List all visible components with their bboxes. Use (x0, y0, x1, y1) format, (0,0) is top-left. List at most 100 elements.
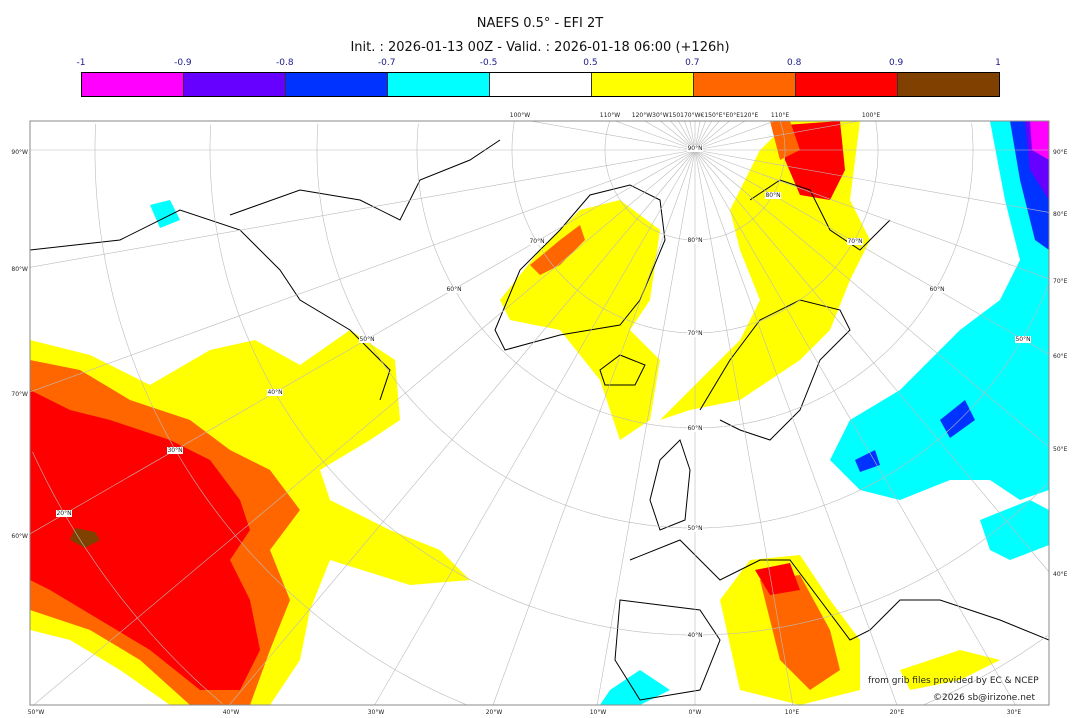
meridian-line (596, 149, 696, 705)
lat-label-bg (687, 525, 703, 532)
right-lon-label: 80°E (1053, 211, 1068, 218)
meridian-line (694, 149, 1049, 448)
region-brown-atlantic (70, 528, 100, 548)
meridian-line (374, 149, 696, 705)
meridian-line (30, 149, 696, 393)
bottom-lon-label: 20°W (486, 709, 503, 716)
legend-label: -0.5 (479, 58, 498, 68)
legend-swatch (694, 73, 796, 96)
lat-label: 60°N (446, 286, 461, 293)
left-lon-label: 70°W (11, 391, 28, 398)
lat-label-bg (267, 389, 283, 396)
map-subtitle: Init. : 2026-01-13 00Z - Valid. : 2026-0… (350, 40, 730, 55)
top-lon-label: 100°W (510, 112, 530, 119)
top-lon-label: 110°E (771, 112, 789, 119)
latitude-circle (94, 123, 1048, 705)
color-legend-bar (81, 72, 1000, 97)
right-lon-label: 60°E (1053, 353, 1068, 360)
meridian-line (694, 149, 1049, 355)
legend-label: -0.9 (174, 58, 192, 68)
meridian-line (229, 149, 696, 705)
meridian-line (694, 121, 746, 151)
meridian-line (694, 121, 860, 151)
bottom-lon-label: 10°W (590, 709, 607, 716)
meridian-line (694, 149, 898, 705)
legend-swatch (490, 73, 592, 96)
lat-label: 80°N (765, 192, 780, 199)
latitude-circle (511, 121, 879, 334)
lat-label-bg (446, 286, 462, 293)
legend-swatch (796, 73, 898, 96)
meridian-line (644, 121, 696, 151)
lat-label-bg (167, 447, 183, 454)
bottom-lon-label: 20°E (890, 709, 905, 716)
lat-label-bg (56, 510, 72, 517)
map-frame (29, 120, 1050, 706)
meridian-line (694, 149, 1016, 705)
source-credit: from grib files provided by EC & NCEP (868, 676, 1039, 686)
bottom-lon-label: 0°W (689, 709, 702, 716)
region-red-arctic (785, 121, 845, 200)
region-blue-patch (940, 400, 975, 438)
meridian-line (492, 149, 696, 705)
legend-swatch (592, 73, 694, 96)
copyright-credit: ©2026 sb@irizone.net (933, 693, 1035, 703)
lat-label-bg (687, 145, 703, 152)
lat-label: 20°N (56, 510, 71, 517)
left-lon-label: 60°W (11, 533, 28, 540)
meridian-line (694, 149, 794, 705)
meridian-line (615, 121, 696, 151)
bottom-lon-label: 30°E (1007, 709, 1022, 716)
lat-label: 80°N (687, 237, 702, 244)
region-cyan-east (980, 500, 1049, 560)
latitude-circle (32, 451, 223, 704)
meridian-line (30, 149, 696, 268)
legend-swatch (184, 73, 286, 96)
region-cyan-iberia (600, 670, 670, 705)
map-title: NAEFS 0.5° - EFI 2T (476, 16, 604, 31)
legend-swatch (898, 73, 999, 96)
bottom-lon-label: 40°W (223, 709, 240, 716)
latitude-circle (416, 123, 974, 429)
region-red-italy (755, 563, 800, 595)
lat-label: 30°N (167, 447, 182, 454)
meridian-line (530, 121, 696, 151)
lat-label-bg (687, 632, 703, 639)
region-yellow-balkans (900, 650, 1000, 690)
top-lon-label: 110°W (600, 112, 620, 119)
region-cyan-russia (830, 121, 1049, 500)
graticule-labels: 90°W 80°W 70°W 60°W 50°W 40°W 30°W 20°W 10°W 0°W 1… (11, 112, 1067, 716)
legend-label: -0.7 (377, 58, 396, 68)
top-lon-label: 100°E (862, 112, 880, 119)
top-lon-label: 120°W30°W150170°W€150°E°E0°E120°E (632, 112, 759, 119)
meridian-line (694, 149, 1049, 213)
legend-label: 0.8 (787, 58, 802, 68)
coastlines (30, 139, 1049, 701)
lat-label-bg (687, 425, 703, 432)
lat-label: 70°N (847, 238, 862, 245)
lat-label: 70°N (687, 330, 702, 337)
right-lon-label: 40°E (1053, 571, 1068, 578)
latitude-circle (604, 121, 786, 241)
lat-label-bg (359, 336, 375, 343)
region-blue-patch-2 (855, 450, 880, 472)
meridian-line (33, 149, 696, 705)
lat-label-bg (765, 192, 781, 199)
bottom-lon-label: 30°W (368, 709, 385, 716)
legend-swatch (82, 73, 184, 96)
left-lon-label: 90°W (11, 149, 28, 156)
legend-label: 1 (995, 58, 1001, 68)
lat-label: 40°N (267, 389, 282, 396)
lat-label: 70°N (529, 238, 544, 245)
lat-label-bg (529, 238, 545, 245)
right-lon-label: 50°E (1053, 446, 1068, 453)
region-orange-italy (760, 575, 840, 690)
legend-label: -1 (76, 58, 86, 68)
lat-label-bg (687, 237, 703, 244)
legend-label: -0.8 (275, 58, 294, 68)
lat-label: 90°N (687, 145, 702, 152)
lat-label-bg (1015, 336, 1031, 343)
region-orange-greenland (530, 225, 585, 275)
latitude-circle (209, 124, 1048, 636)
